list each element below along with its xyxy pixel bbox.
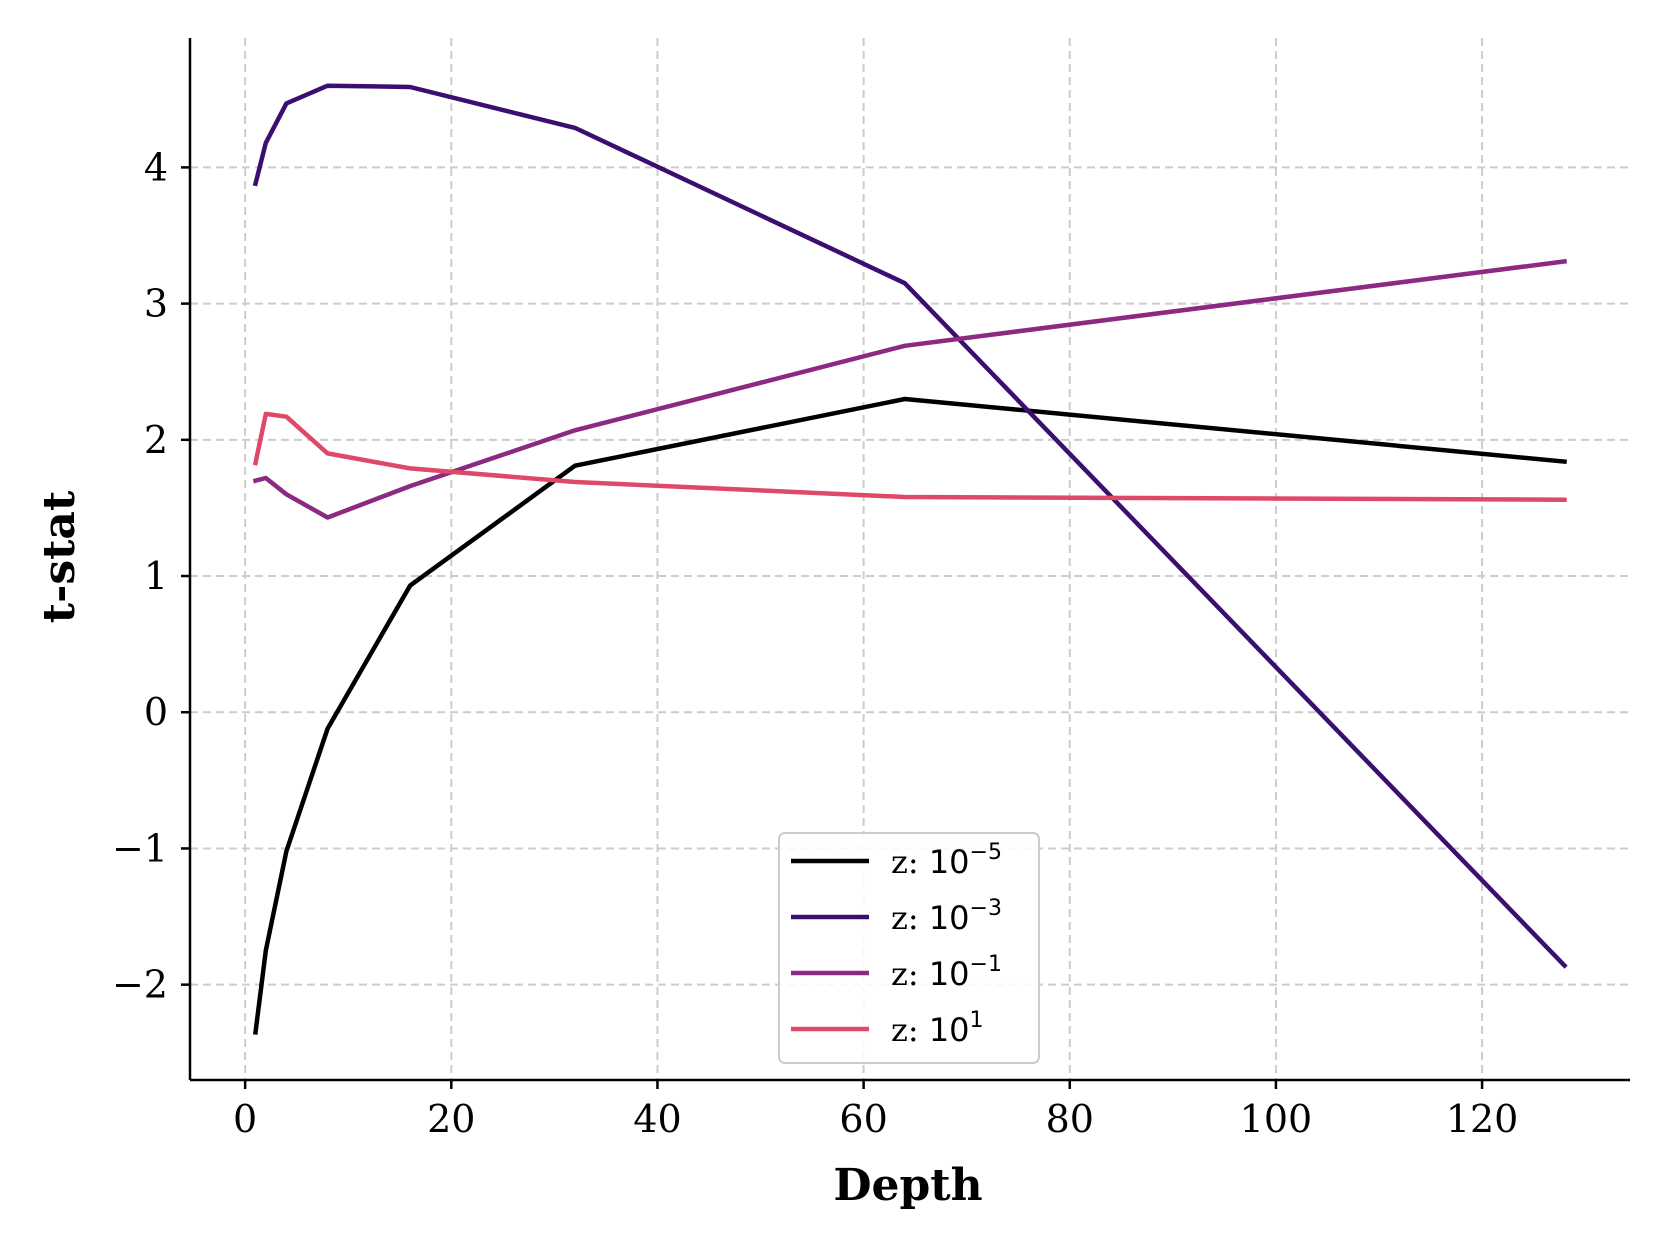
x-axis-title: Depth — [833, 1160, 982, 1211]
y-tick-label: −2 — [112, 963, 168, 1007]
x-tick-label: 120 — [1446, 1097, 1519, 1141]
y-tick-label: 1 — [144, 554, 168, 598]
x-tick-label: 100 — [1240, 1097, 1313, 1141]
y-tick-label: 0 — [144, 690, 168, 734]
series-line-1 — [252, 396, 1567, 1035]
y-tick-label: −1 — [112, 826, 168, 870]
series-line-3 — [252, 258, 1568, 520]
x-tick-label: 80 — [1046, 1097, 1094, 1141]
y-tick-label: 4 — [144, 145, 168, 189]
y-tick-label: 3 — [144, 282, 168, 326]
y-tick-label: 2 — [144, 418, 168, 462]
legend: z: 10−5 z: 10−3 z: 10−1 z: 101 — [778, 832, 1040, 1064]
series-line-2 — [252, 83, 1568, 969]
legend-label-3: z: 10−1 — [891, 952, 1002, 993]
x-tick-label: 40 — [633, 1097, 681, 1141]
ticks: 0 20 40 60 80 100 120 −2 −1 0 1 2 3 4 — [112, 145, 1518, 1141]
y-axis-title: t-stat — [34, 490, 85, 623]
series-line-4 — [252, 411, 1567, 502]
x-tick-label: 20 — [427, 1097, 475, 1141]
axes — [188, 38, 1630, 1082]
legend-label-4: z: 101 — [891, 1008, 984, 1049]
legend-label-2: z: 10−3 — [891, 896, 1002, 937]
x-tick-label: 0 — [233, 1097, 257, 1141]
legend-box — [778, 832, 1040, 1064]
x-tick-label: 60 — [839, 1097, 887, 1141]
legend-label-1: z: 10−5 — [891, 840, 1002, 881]
series-lines — [252, 83, 1568, 1035]
